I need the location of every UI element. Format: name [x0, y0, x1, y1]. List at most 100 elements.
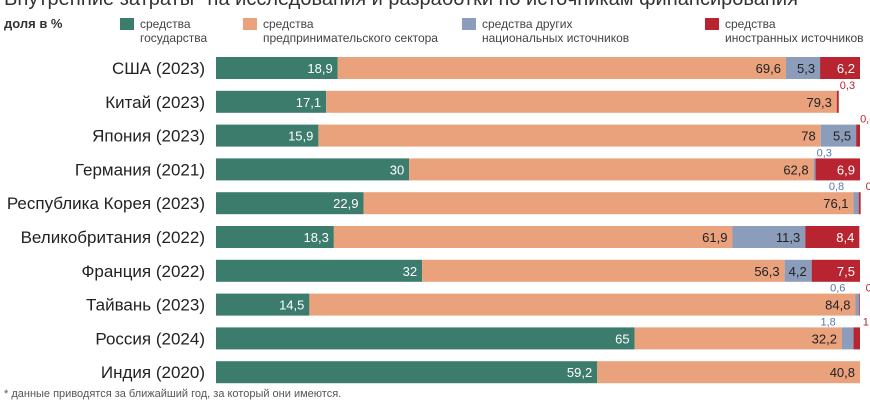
- bar-segment: [216, 226, 334, 248]
- data-label: 78: [801, 129, 815, 144]
- bar-segment: [813, 158, 816, 181]
- bar-segment: [422, 259, 785, 282]
- bar-segment: [634, 327, 842, 350]
- bar-segment: [815, 158, 860, 181]
- bar-segment: [216, 57, 338, 79]
- data-label: 5,3: [797, 61, 815, 76]
- data-label: 56,3: [754, 264, 779, 279]
- data-label: 6,2: [837, 61, 855, 76]
- category-label: Китай (2023): [105, 93, 205, 112]
- bar-segment: [811, 259, 860, 282]
- bar-segment: [409, 158, 814, 181]
- legend-label: средства иностранных источников: [725, 17, 864, 45]
- data-label: 62,8: [783, 162, 808, 177]
- data-label: 6,9: [837, 162, 855, 177]
- data-label: 18,3: [304, 230, 329, 245]
- data-label: 40,8: [830, 365, 855, 380]
- bar-segment: [853, 327, 860, 350]
- legend-swatch: [462, 18, 476, 30]
- bar-segment: [820, 124, 857, 147]
- bar-segment: [216, 293, 310, 316]
- category-label: Россия (2024): [95, 329, 205, 348]
- data-label: 14,5: [279, 298, 304, 313]
- data-label: 0,8: [829, 181, 844, 193]
- data-label: 0,3: [840, 80, 855, 92]
- data-label: 65: [615, 331, 629, 346]
- data-label: 79,3: [807, 95, 832, 110]
- bar-segment: [216, 192, 364, 215]
- bar-segment: [326, 90, 837, 113]
- chart-title: Внутренние затраты* на исследования и ра…: [4, 0, 798, 11]
- bar-segment: [853, 192, 859, 215]
- data-label: 15,9: [288, 129, 313, 144]
- legend-label: средства государства: [140, 17, 208, 45]
- data-label: 18,9: [307, 61, 332, 76]
- bar-segment: [858, 192, 861, 215]
- legend-swatch: [705, 18, 719, 30]
- data-label: 0,3: [817, 147, 832, 159]
- legend-item: средства предпринимательского сектора: [243, 17, 438, 45]
- bar-segment: [318, 124, 821, 147]
- data-label: 69,6: [756, 61, 781, 76]
- data-label: 1,8: [820, 316, 835, 328]
- bar-segment: [732, 226, 806, 248]
- bar-segment: [785, 57, 821, 79]
- bar-segment: [216, 158, 410, 181]
- bar-segment: [337, 57, 786, 79]
- bar-segment: [309, 293, 856, 316]
- bar-segment: [333, 226, 733, 248]
- data-label: 30: [390, 162, 404, 177]
- data-label: 32: [403, 264, 417, 279]
- data-label: 32,2: [812, 331, 837, 346]
- data-label: 0,6: [830, 283, 845, 295]
- legend-label: средства других национальных источников: [482, 17, 630, 45]
- category-label: США (2023): [112, 59, 205, 78]
- bar-segment: [597, 361, 860, 384]
- footnote: * данные приводятся за ближайший год, за…: [4, 388, 342, 400]
- bar-segment: [856, 124, 860, 147]
- bar-segment: [820, 57, 860, 79]
- data-label: 59,2: [567, 365, 592, 380]
- data-label: 7,5: [837, 264, 855, 279]
- category-label: Индия (2020): [101, 363, 205, 382]
- bar-segment: [836, 90, 839, 113]
- legend-swatch: [243, 18, 257, 30]
- legend-label: средства предпринимательского сектора: [263, 17, 438, 45]
- bar-segment: [216, 124, 319, 147]
- data-label: 17,1: [296, 95, 321, 110]
- unit-label: доля в %: [4, 16, 63, 31]
- data-label: 4,2: [789, 264, 807, 279]
- category-label: Республика Корея (2023): [7, 194, 205, 213]
- bar-segment: [841, 327, 854, 350]
- bar-segment: [363, 192, 854, 215]
- data-label: 76,1: [823, 196, 848, 211]
- bar-segment: [859, 293, 860, 316]
- legend-swatch: [120, 18, 134, 30]
- category-label: Франция (2022): [81, 262, 205, 281]
- data-label: 61,9: [702, 230, 727, 245]
- legend-item: средства государства: [120, 17, 207, 45]
- bar-segment: [805, 226, 860, 248]
- category-label: Япония (2023): [92, 127, 205, 146]
- bar-segment: [216, 327, 635, 350]
- bar-segment: [855, 293, 860, 316]
- data-label: 22,9: [333, 196, 358, 211]
- data-label: 0,6: [860, 114, 870, 126]
- data-label: 0,3: [866, 181, 870, 193]
- bar-segment: [216, 361, 598, 384]
- category-label: Германия (2021): [75, 160, 205, 179]
- legend-item: средства других национальных источников: [462, 17, 629, 45]
- data-label: 0,1: [866, 283, 870, 295]
- bar-segment: [784, 259, 812, 282]
- category-label: Великобритания (2022): [21, 228, 205, 247]
- bar-segment: [216, 259, 423, 282]
- bar-segment: [216, 90, 327, 113]
- data-label: 11,3: [776, 230, 800, 245]
- data-label: 84,8: [825, 298, 850, 313]
- legend-item: средства иностранных источников: [705, 17, 864, 45]
- data-label: 1: [863, 316, 869, 328]
- category-label: Тайвань (2023): [86, 296, 205, 315]
- data-label: 5,5: [833, 129, 851, 144]
- data-label: 8,4: [836, 230, 854, 245]
